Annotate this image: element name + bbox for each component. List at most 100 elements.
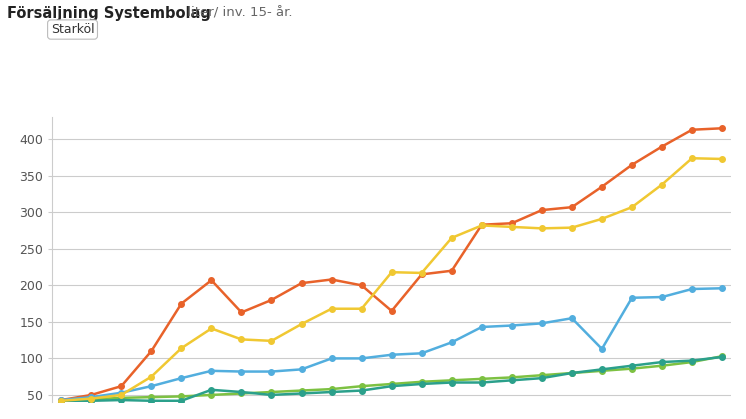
Åre <box>357 356 366 361</box>
Riket <box>507 375 516 380</box>
Strömstad <box>688 127 697 132</box>
Strömstad <box>568 204 577 210</box>
Riket <box>448 378 457 383</box>
Årjäng <box>718 354 727 360</box>
Åre <box>598 347 606 352</box>
Eda <box>598 216 606 221</box>
Åre <box>267 369 276 374</box>
Strömstad <box>387 308 396 313</box>
Årjäng <box>57 399 66 404</box>
Årjäng <box>657 360 666 365</box>
Strömstad <box>87 393 95 398</box>
Åre <box>507 323 516 328</box>
Åre <box>177 375 186 380</box>
Strömstad <box>537 207 546 212</box>
Årjäng <box>327 390 336 395</box>
Riket <box>327 387 336 392</box>
Riket <box>147 395 156 400</box>
Strömstad <box>477 222 486 227</box>
Årjäng <box>537 375 546 380</box>
Eda <box>718 156 727 161</box>
Riket <box>537 372 546 378</box>
Line: Strömstad: Strömstad <box>58 126 725 403</box>
Riket <box>568 370 577 375</box>
Eda <box>417 270 426 275</box>
Eda <box>568 225 577 230</box>
Eda <box>357 306 366 311</box>
Åre <box>387 352 396 357</box>
Åre <box>718 286 727 291</box>
Text: Försäljning Systembolag: Försäljning Systembolag <box>7 6 211 21</box>
Årjäng <box>147 398 156 403</box>
Åre <box>657 295 666 300</box>
Strömstad <box>147 349 156 354</box>
Åre <box>117 390 126 395</box>
Eda <box>57 398 66 403</box>
Åre <box>237 369 246 374</box>
Eda <box>267 339 276 344</box>
Riket <box>718 354 727 359</box>
Årjäng <box>267 393 276 398</box>
Årjäng <box>507 378 516 383</box>
Eda <box>237 337 246 342</box>
Strömstad <box>718 126 727 131</box>
Line: Årjäng: Årjäng <box>58 354 725 404</box>
Strömstad <box>177 301 186 306</box>
Riket <box>267 390 276 395</box>
Årjäng <box>117 398 126 403</box>
Eda <box>117 393 126 398</box>
Åre <box>627 295 636 300</box>
Åre <box>297 367 306 372</box>
Eda <box>177 346 186 351</box>
Riket <box>87 397 95 402</box>
Strömstad <box>657 144 666 149</box>
Årjäng <box>417 381 426 386</box>
Riket <box>117 396 126 401</box>
Text: Starköl: Starköl <box>51 23 94 36</box>
Riket <box>297 388 306 393</box>
Åre <box>688 287 697 292</box>
Årjäng <box>297 391 306 396</box>
Eda <box>657 182 666 187</box>
Årjäng <box>207 387 216 392</box>
Strömstad <box>417 272 426 277</box>
Årjäng <box>568 370 577 375</box>
Årjäng <box>177 398 186 403</box>
Strömstad <box>207 278 216 283</box>
Riket <box>207 393 216 398</box>
Åre <box>448 340 457 345</box>
Eda <box>87 396 95 401</box>
Eda <box>297 321 306 326</box>
Åre <box>87 395 95 400</box>
Eda <box>507 225 516 230</box>
Årjäng <box>627 363 636 368</box>
Riket <box>237 391 246 396</box>
Åre <box>327 356 336 361</box>
Åre <box>537 321 546 326</box>
Riket <box>688 360 697 365</box>
Riket <box>177 394 186 399</box>
Riket <box>417 379 426 384</box>
Strömstad <box>57 398 66 403</box>
Strömstad <box>237 310 246 315</box>
Strömstad <box>448 268 457 273</box>
Strömstad <box>507 221 516 226</box>
Line: Åre: Åre <box>58 285 725 403</box>
Eda <box>207 326 216 331</box>
Årjäng <box>387 384 396 389</box>
Eda <box>688 156 697 161</box>
Eda <box>327 306 336 311</box>
Årjäng <box>477 380 486 385</box>
Åre <box>207 368 216 373</box>
Riket <box>598 368 606 373</box>
Eda <box>537 226 546 231</box>
Årjäng <box>598 367 606 372</box>
Riket <box>357 384 366 389</box>
Strömstad <box>297 281 306 286</box>
Strömstad <box>117 384 126 389</box>
Line: Eda: Eda <box>58 155 725 403</box>
Åre <box>477 324 486 329</box>
Årjäng <box>237 390 246 395</box>
Strömstad <box>627 162 636 167</box>
Riket <box>627 366 636 371</box>
